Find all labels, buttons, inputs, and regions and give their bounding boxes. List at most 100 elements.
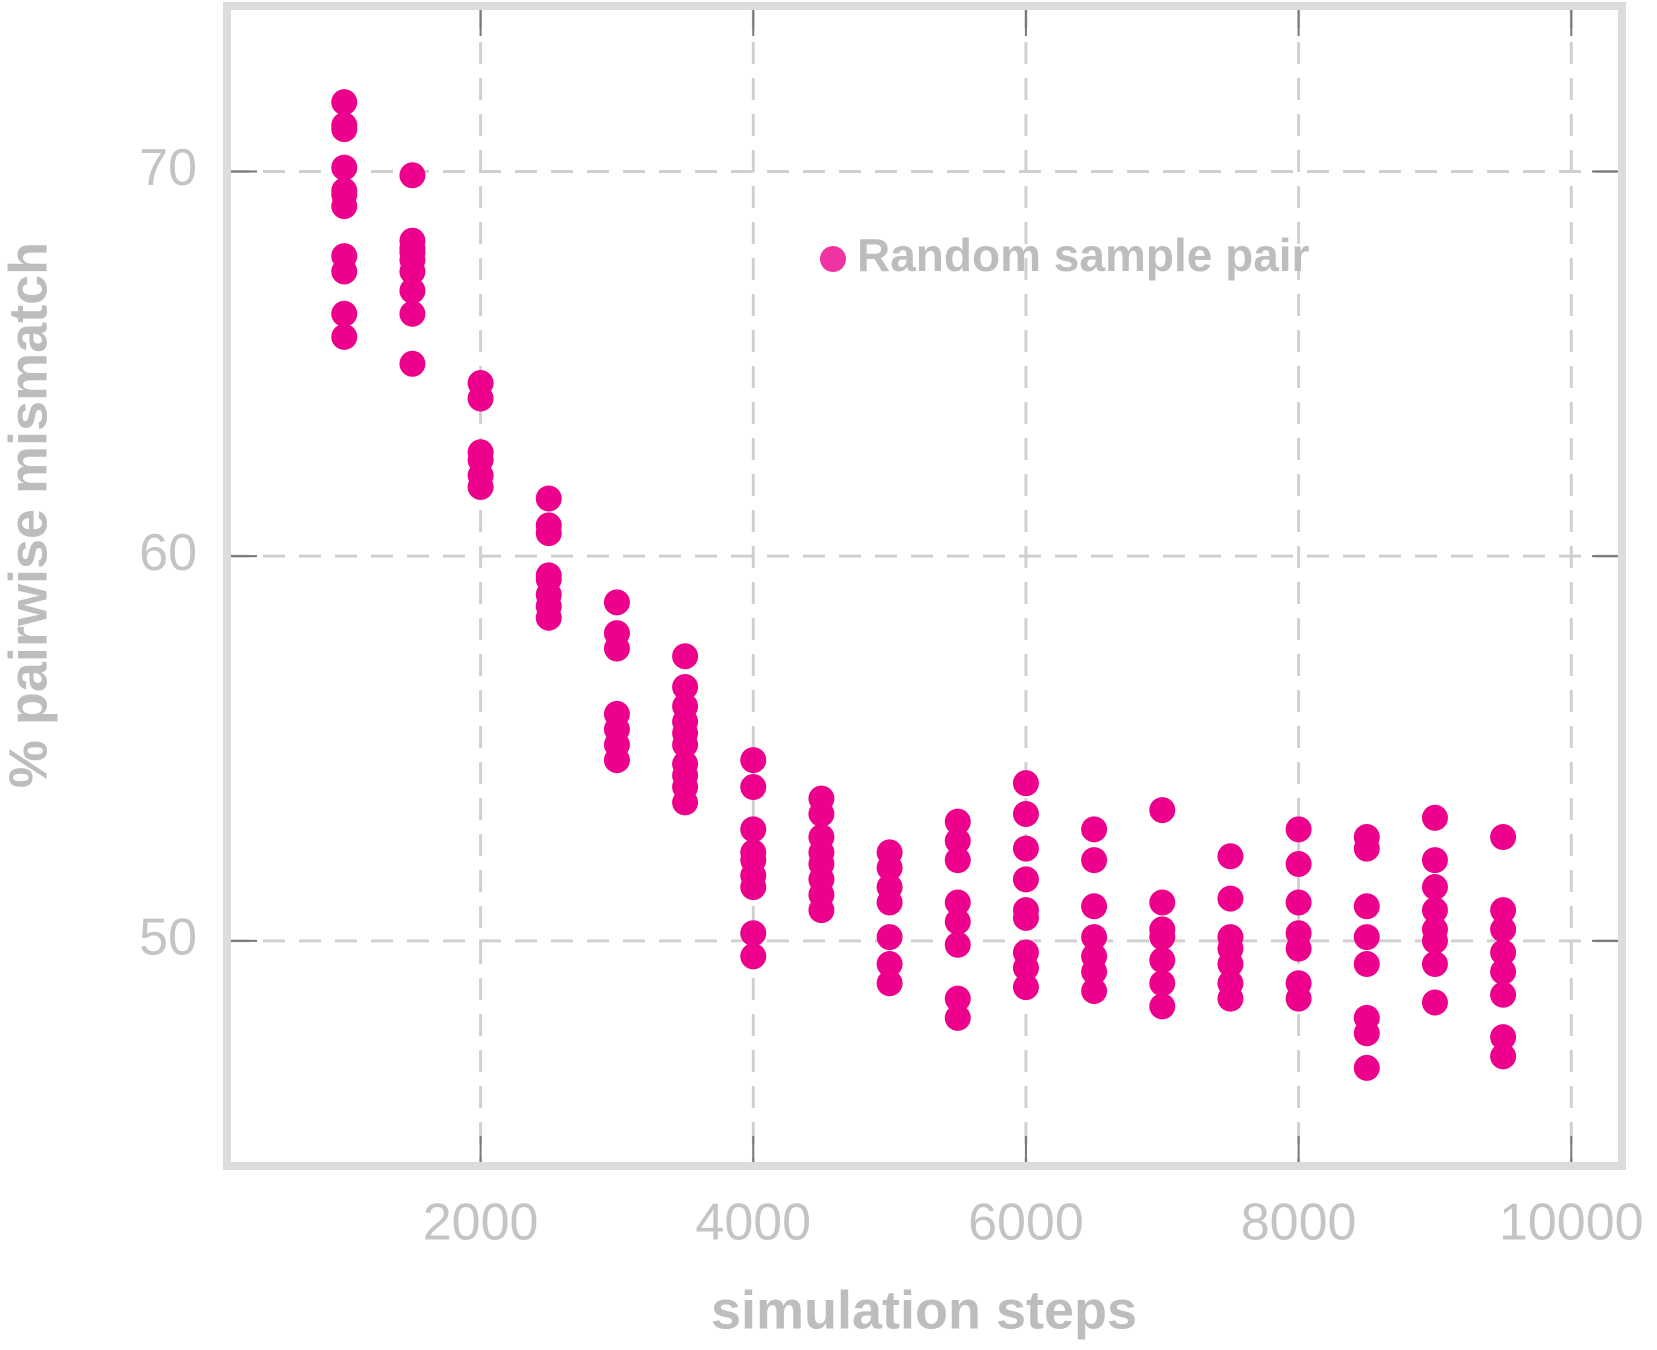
point	[1285, 850, 1312, 877]
point	[603, 589, 630, 616]
y-tick-label: 50	[139, 909, 197, 967]
point	[1149, 797, 1176, 824]
point	[876, 924, 903, 951]
point	[1421, 951, 1448, 978]
point	[1353, 893, 1380, 920]
x-tick-label: 4000	[695, 1194, 811, 1252]
point	[1353, 835, 1380, 862]
point	[876, 889, 903, 916]
point	[740, 943, 767, 970]
x-tick-label: 10000	[1499, 1194, 1644, 1252]
point	[1490, 1024, 1517, 1051]
point	[944, 931, 971, 958]
point	[603, 635, 630, 662]
point	[740, 920, 767, 947]
point	[740, 774, 767, 801]
y-axis-label: % pairwise mismatch	[0, 242, 58, 788]
point	[1490, 916, 1517, 943]
point	[944, 847, 971, 874]
point	[1081, 958, 1108, 985]
point	[1421, 897, 1448, 924]
point	[1421, 804, 1448, 831]
point	[740, 747, 767, 774]
point	[1490, 1043, 1517, 1070]
point	[672, 643, 699, 670]
point	[1149, 924, 1176, 951]
point	[1217, 985, 1244, 1012]
point	[467, 385, 494, 412]
point	[603, 747, 630, 774]
point	[876, 854, 903, 881]
point	[535, 485, 562, 512]
point	[331, 258, 358, 285]
point	[331, 116, 358, 143]
point	[1353, 1054, 1380, 1081]
point	[1081, 847, 1108, 874]
legend-marker	[820, 246, 846, 272]
point	[1081, 893, 1108, 920]
point	[399, 258, 426, 285]
point	[1353, 924, 1380, 951]
point	[1490, 981, 1517, 1008]
point	[672, 673, 699, 700]
point	[1490, 897, 1517, 924]
point	[1490, 958, 1517, 985]
point	[808, 897, 835, 924]
point	[1012, 835, 1039, 862]
point	[1285, 816, 1312, 843]
point	[1285, 985, 1312, 1012]
point	[1081, 816, 1108, 843]
point	[1490, 824, 1517, 851]
point	[1149, 947, 1176, 974]
point	[331, 89, 358, 116]
x-tick-label: 2000	[423, 1194, 539, 1252]
point	[1285, 935, 1312, 962]
x-tick-label: 6000	[968, 1194, 1084, 1252]
plot-frame	[223, 2, 1626, 1170]
point	[1490, 939, 1517, 966]
x-tick-label: 8000	[1241, 1194, 1357, 1252]
point	[1149, 993, 1176, 1020]
point	[1012, 770, 1039, 797]
point	[399, 350, 426, 377]
legend-label: Random sample pair	[857, 229, 1310, 281]
point	[1421, 874, 1448, 901]
y-tick-label: 70	[139, 139, 197, 197]
point	[1285, 889, 1312, 916]
point	[1353, 951, 1380, 978]
point	[331, 323, 358, 350]
point	[1081, 924, 1108, 951]
x-axis-label: simulation steps	[711, 1280, 1137, 1340]
point	[535, 604, 562, 631]
point	[944, 889, 971, 916]
point	[740, 816, 767, 843]
point	[944, 985, 971, 1012]
point	[944, 1004, 971, 1031]
point	[876, 951, 903, 978]
point	[1217, 951, 1244, 978]
point	[1149, 970, 1176, 997]
point	[1217, 843, 1244, 870]
point	[1012, 904, 1039, 931]
point	[331, 154, 358, 181]
point	[944, 908, 971, 935]
point	[399, 162, 426, 189]
point	[808, 800, 835, 827]
point	[535, 520, 562, 547]
point	[331, 193, 358, 220]
point	[1012, 974, 1039, 1001]
point	[331, 300, 358, 327]
point	[467, 473, 494, 500]
point	[1217, 885, 1244, 912]
point	[944, 827, 971, 854]
point	[672, 731, 699, 758]
point	[672, 789, 699, 816]
point	[1012, 866, 1039, 893]
point	[399, 277, 426, 304]
point	[1012, 954, 1039, 981]
point	[1353, 1020, 1380, 1047]
point	[740, 874, 767, 901]
point	[1081, 977, 1108, 1004]
point	[1012, 800, 1039, 827]
